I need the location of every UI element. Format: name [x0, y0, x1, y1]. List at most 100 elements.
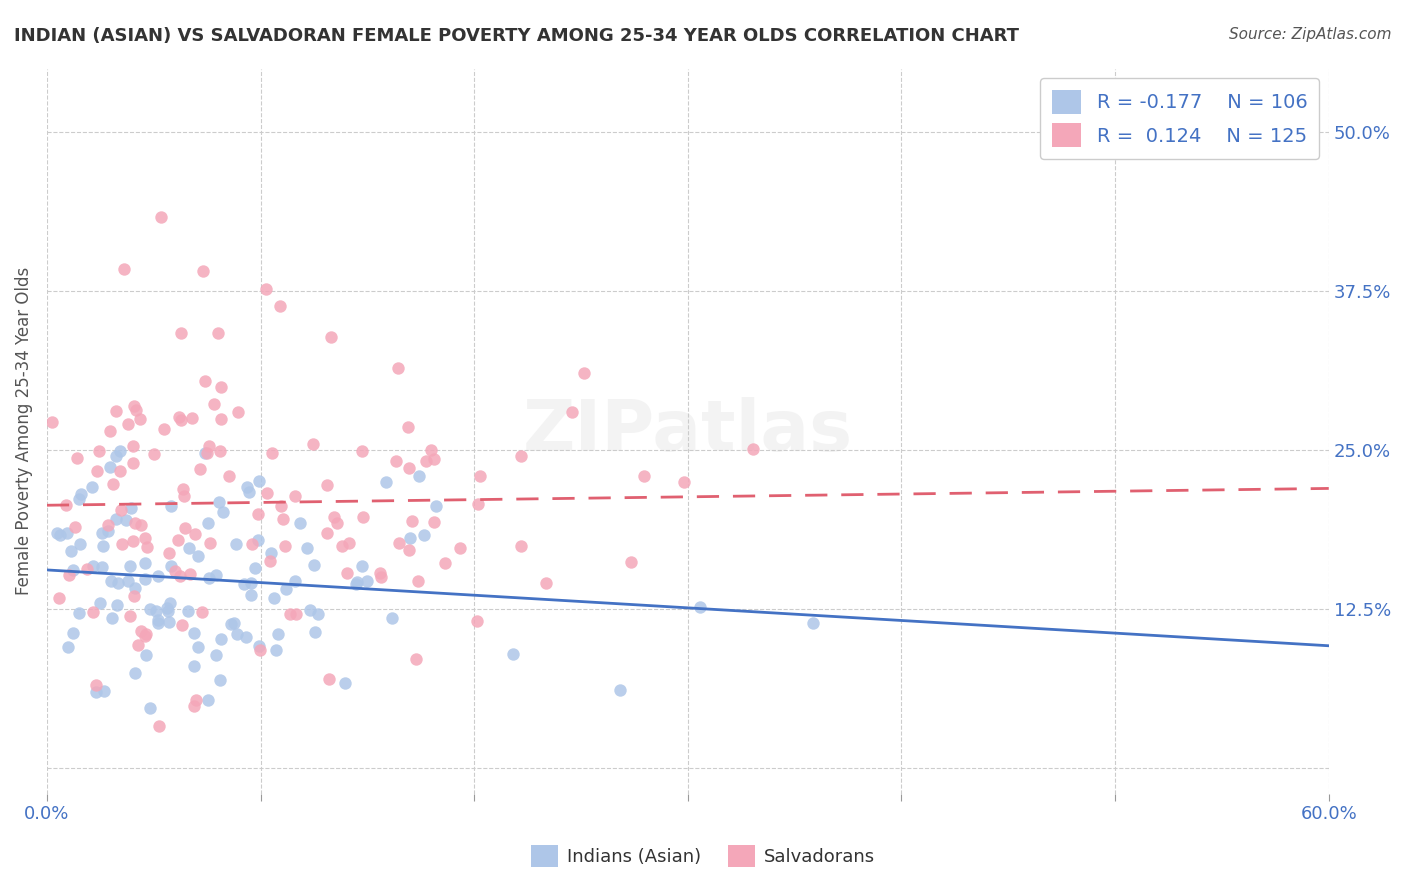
Point	[98, 459, 121, 474]
Point	[197, 693, 219, 707]
Point	[388, 535, 411, 549]
Point	[240, 588, 263, 602]
Point	[247, 507, 270, 521]
Point	[425, 500, 447, 514]
Point	[105, 598, 128, 612]
Point	[124, 589, 146, 603]
Point	[110, 502, 132, 516]
Point	[247, 639, 270, 653]
Text: INDIAN (ASIAN) VS SALVADORAN FEMALE POVERTY AMONG 25-34 YEAR OLDS CORRELATION CH: INDIAN (ASIAN) VS SALVADORAN FEMALE POVE…	[14, 27, 1019, 45]
Point	[198, 439, 221, 453]
Point	[465, 614, 488, 628]
Point	[561, 405, 583, 419]
Point	[146, 568, 169, 582]
Point	[138, 700, 160, 714]
Point	[232, 577, 254, 591]
Point	[101, 477, 124, 491]
Point	[689, 600, 711, 615]
Point	[59, 544, 82, 558]
Point	[184, 693, 207, 707]
Point	[98, 424, 121, 438]
Point	[467, 498, 489, 512]
Text: Source: ZipAtlas.com: Source: ZipAtlas.com	[1229, 27, 1392, 42]
Point	[264, 642, 287, 657]
Point	[188, 461, 211, 475]
Point	[82, 559, 104, 574]
Point	[134, 531, 156, 545]
Point	[166, 533, 188, 547]
Point	[235, 630, 257, 644]
Point	[224, 615, 246, 630]
Point	[398, 460, 420, 475]
Point	[307, 607, 329, 622]
Point	[157, 615, 180, 630]
Point	[356, 574, 378, 588]
Point	[316, 526, 339, 541]
Point	[120, 559, 142, 574]
Point	[396, 420, 419, 434]
Point	[245, 561, 267, 575]
Point	[368, 566, 391, 580]
Point	[399, 532, 422, 546]
Point	[145, 604, 167, 618]
Point	[148, 719, 170, 733]
Point	[225, 537, 247, 551]
Point	[62, 626, 84, 640]
Point	[66, 451, 89, 466]
Point	[167, 409, 190, 424]
Point	[127, 638, 149, 652]
Point	[672, 475, 695, 490]
Point	[135, 648, 157, 662]
Point	[202, 396, 225, 410]
Point	[304, 624, 326, 639]
Point	[148, 615, 170, 630]
Point	[135, 540, 157, 554]
Point	[195, 446, 218, 460]
Point	[55, 499, 77, 513]
Point	[387, 361, 409, 376]
Point	[56, 640, 79, 654]
Point	[104, 450, 127, 464]
Point	[131, 517, 153, 532]
Point	[375, 475, 398, 490]
Point	[89, 596, 111, 610]
Point	[110, 444, 132, 458]
Point	[176, 604, 198, 618]
Point	[125, 403, 148, 417]
Legend: Indians (Asian), Salvadorans: Indians (Asian), Salvadorans	[523, 838, 883, 874]
Point	[262, 446, 284, 460]
Text: ZIPatlas: ZIPatlas	[523, 397, 853, 466]
Point	[56, 525, 79, 540]
Point	[218, 468, 240, 483]
Point	[194, 446, 217, 460]
Point	[326, 516, 349, 531]
Point	[121, 533, 143, 548]
Point	[534, 575, 557, 590]
Point	[135, 627, 157, 641]
Point	[48, 591, 70, 605]
Point	[117, 417, 139, 431]
Point	[89, 443, 111, 458]
Point	[193, 374, 215, 388]
Point	[183, 626, 205, 640]
Point	[247, 533, 270, 548]
Point	[420, 443, 443, 458]
Point	[406, 574, 429, 589]
Point	[115, 513, 138, 527]
Point	[159, 546, 181, 560]
Point	[67, 606, 90, 620]
Point	[170, 413, 193, 427]
Point	[157, 604, 180, 618]
Point	[86, 465, 108, 479]
Point	[256, 486, 278, 500]
Point	[352, 443, 374, 458]
Point	[124, 581, 146, 595]
Point	[290, 516, 312, 530]
Point	[173, 521, 195, 535]
Point	[69, 487, 91, 501]
Point	[129, 624, 152, 639]
Point	[384, 454, 406, 468]
Point	[801, 615, 824, 630]
Point	[209, 412, 232, 426]
Point	[159, 596, 181, 610]
